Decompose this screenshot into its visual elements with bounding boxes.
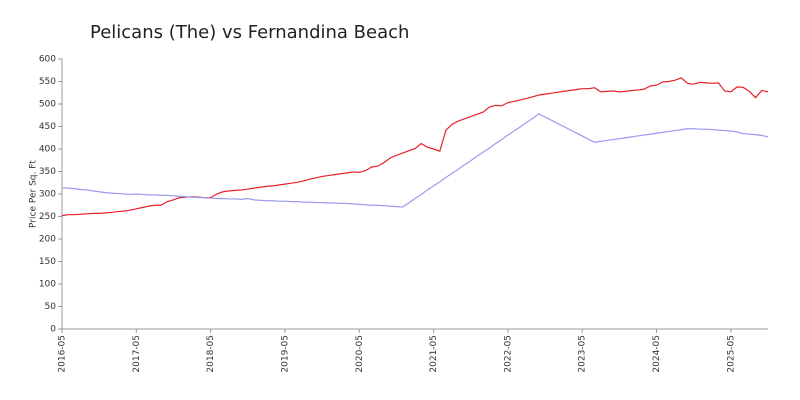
y-tick-label: 350 — [39, 167, 56, 177]
x-tick-label: 2024-05 — [652, 335, 662, 373]
y-tick-label: 300 — [39, 190, 56, 200]
y-tick-label: 250 — [39, 212, 56, 222]
y-tick-label: 600 — [39, 55, 56, 65]
x-tick-label: 2016-05 — [58, 335, 68, 373]
x-tick-label: 2018-05 — [206, 335, 216, 373]
series-line — [61, 113, 769, 208]
x-tick-label: 2019-05 — [280, 335, 290, 373]
x-tick-label: 2017-05 — [132, 335, 142, 373]
x-tick-label: 2025-05 — [726, 335, 736, 373]
x-tick-label: 2021-05 — [429, 335, 439, 373]
x-tick-label: 2022-05 — [503, 335, 513, 373]
y-axis-label: Price Per Sq. Ft — [29, 160, 39, 228]
chart-title: Pelicans (The) vs Fernandina Beach — [90, 22, 409, 43]
series-line — [61, 77, 769, 217]
y-tick-label: 200 — [39, 235, 56, 245]
y-tick-label: 550 — [39, 77, 56, 87]
y-tick-label: 500 — [39, 100, 56, 110]
y-tick-label: 100 — [39, 280, 56, 290]
y-tick-label: 400 — [39, 145, 56, 155]
y-tick-label: 150 — [39, 257, 56, 267]
x-tick-label: 2023-05 — [578, 335, 588, 373]
y-tick-label: 50 — [45, 302, 57, 312]
x-tick-label: 2020-05 — [355, 335, 365, 373]
y-tick-label: 0 — [50, 325, 56, 335]
y-tick-label: 450 — [39, 122, 56, 132]
